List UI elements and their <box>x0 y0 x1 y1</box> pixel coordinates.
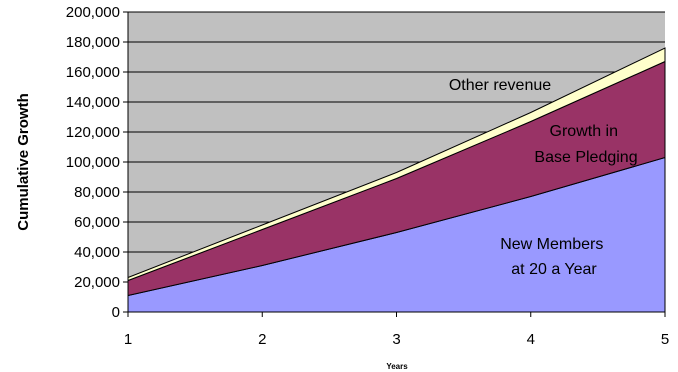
annotation-new-members-line-1: New Members <box>500 236 603 253</box>
annotation-growth-line-1: Growth in <box>550 123 618 140</box>
y-tick-label: 160,000 <box>66 64 120 81</box>
y-axis-label: Cumulative Growth <box>15 93 32 231</box>
annotation-new-members-line-2: at 20 a Year <box>511 261 597 278</box>
y-tick-labels: 0 20,000 40,000 60,000 80,000 100,000 120,000 1… <box>66 4 128 321</box>
annotation-growth-line-2: Base Pledging <box>534 149 637 166</box>
x-tick-label: 2 <box>258 331 266 348</box>
y-tick-label: 0 <box>112 304 120 321</box>
y-tick-label: 120,000 <box>66 124 120 141</box>
y-tick-label: 20,000 <box>74 274 120 291</box>
y-tick-label: 200,000 <box>66 4 120 21</box>
y-tick-label: 180,000 <box>66 34 120 51</box>
annotation-new-members: New Members at 20 a Year <box>500 236 608 278</box>
annotation-other-revenue-line: Other revenue <box>449 77 551 94</box>
area-other-revenue <box>127 47 666 282</box>
x-tick-label: 5 <box>661 331 669 348</box>
y-tick-label: 100,000 <box>66 154 120 171</box>
y-tick-label: 60,000 <box>74 214 120 231</box>
y-tick-label: 40,000 <box>74 244 120 261</box>
annotation-other-revenue: Other revenue <box>449 77 551 94</box>
x-axis-label: Years <box>386 362 408 371</box>
x-tick-label: 3 <box>392 331 400 348</box>
annotation-growth-base-pledging: Growth in Base Pledging <box>534 123 637 166</box>
x-tick-labels: 1 2 3 4 5 <box>124 312 669 348</box>
y-tick-label: 140,000 <box>66 94 120 111</box>
y-tick-label: 80,000 <box>74 184 120 201</box>
x-tick-label: 1 <box>124 331 132 348</box>
x-tick-label: 4 <box>527 331 535 348</box>
